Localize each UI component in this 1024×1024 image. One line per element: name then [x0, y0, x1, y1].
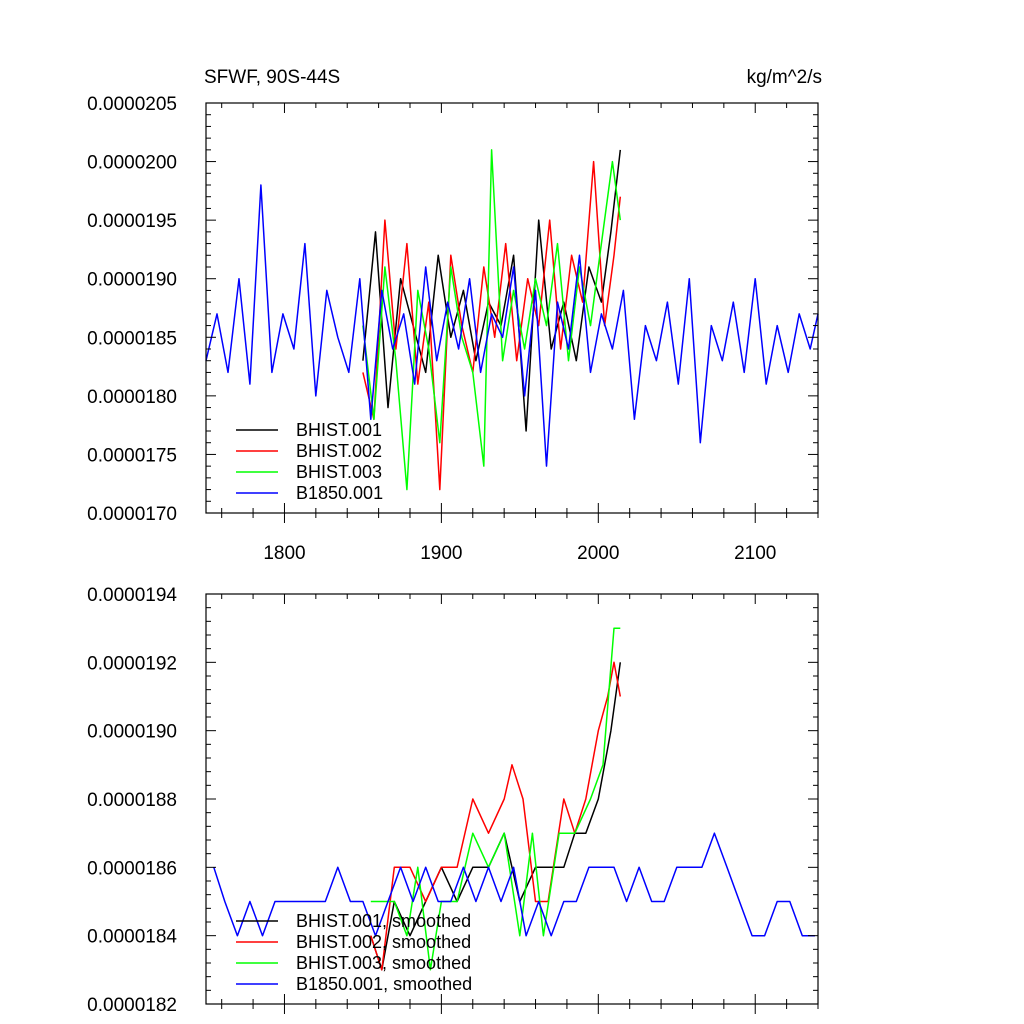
- bottom-plot-frame: [205, 593, 819, 1005]
- bottom-panel: 0.0000182 0.0000184 0.0000186 0.0000188 0.00…: [87, 585, 819, 1016]
- top-series-line-b1850-001: [205, 184, 819, 467]
- top-y-tick-label: 0.0000185: [87, 328, 177, 349]
- top-series-line-bhist-003: [362, 149, 622, 491]
- bottom-y-tick-label: 0.0000184: [87, 927, 177, 948]
- top-title-left: SFWF, 90S-44S: [204, 67, 340, 88]
- bottom-series-line-bhist-003-smoothed: [370, 627, 621, 971]
- top-legend-label: BHIST.002: [296, 441, 382, 461]
- top-series-line-bhist-001: [362, 149, 622, 432]
- top-y-tick-label: 0.0000200: [87, 153, 177, 174]
- bottom-legend-label: BHIST.003, smoothed: [296, 953, 471, 973]
- top-legend-label: BHIST.001: [296, 420, 382, 440]
- top-series-layer: [205, 149, 819, 491]
- bottom-tick-layer: 0.0000182 0.0000184 0.0000186 0.0000188 0.00…: [87, 585, 819, 1016]
- top-tick-layer: 0.0000170 0.0000175 0.0000180 0.0000185 0.00…: [87, 94, 819, 564]
- bottom-y-tick-label: 0.0000182: [87, 995, 177, 1016]
- top-y-tick-label: 0.0000205: [87, 94, 177, 115]
- bottom-y-tick-label: 0.0000186: [87, 858, 177, 879]
- top-plot-frame: [205, 102, 819, 514]
- bottom-legend-label: B1850.001, smoothed: [296, 974, 472, 994]
- top-y-tick-label: 0.0000190: [87, 270, 177, 291]
- bottom-legend-label: BHIST.001, smoothed: [296, 911, 471, 931]
- top-y-tick-label: 0.0000180: [87, 387, 177, 408]
- bottom-y-tick-label: 0.0000194: [87, 585, 177, 606]
- top-y-tick-label: 0.0000170: [87, 504, 177, 525]
- top-y-tick-label: 0.0000195: [87, 211, 177, 232]
- bottom-series-layer: [213, 627, 815, 971]
- top-panel: SFWF, 90S-44S kg/m^2/s 0.00001700.000017…: [87, 67, 822, 564]
- bottom-y-tick-label: 0.0000192: [87, 653, 177, 674]
- top-legend-label: B1850.001: [296, 483, 383, 503]
- bottom-series-line-b1850-001-smoothed: [213, 832, 815, 937]
- top-x-tick-label: 2100: [734, 543, 776, 564]
- bottom-y-tick-label: 0.0000190: [87, 722, 177, 743]
- top-y-tick-label: 0.0000175: [87, 445, 177, 466]
- bottom-legend-label: BHIST.002, smoothed: [296, 932, 471, 952]
- bottom-y-tick-label: 0.0000188: [87, 790, 177, 811]
- top-series-line-bhist-002: [362, 160, 622, 491]
- top-title-right: kg/m^2/s: [747, 67, 822, 88]
- top-x-tick-label: 1900: [420, 543, 462, 564]
- top-x-tick-label: 2000: [577, 543, 619, 564]
- top-legend-label: BHIST.003: [296, 462, 382, 482]
- top-x-tick-label: 1800: [263, 543, 305, 564]
